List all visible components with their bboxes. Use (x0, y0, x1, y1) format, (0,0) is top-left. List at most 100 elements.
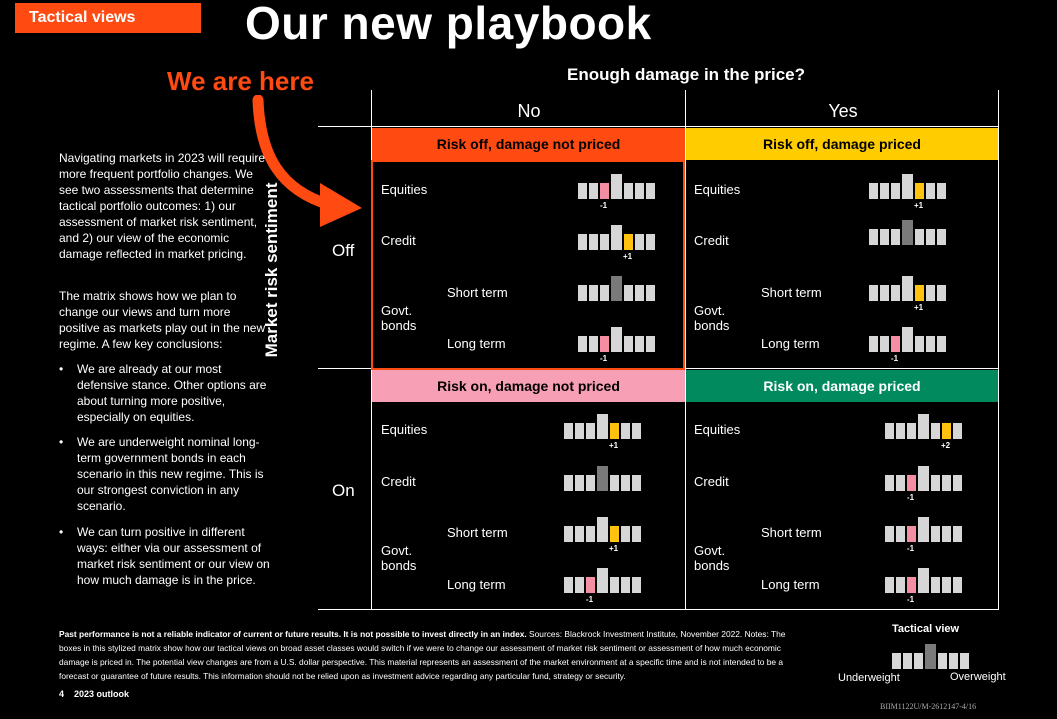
q2-long-label: Long term (761, 336, 820, 351)
gauge-box (575, 526, 584, 542)
page-number: 4 2023 outlook (59, 689, 129, 699)
tactical-gauge (869, 276, 946, 301)
bullet-text: We are underweight nominal long-term gov… (77, 435, 264, 513)
gauge-box (880, 229, 889, 245)
q4-equities-bars: +2 (885, 414, 962, 450)
gauge-box (586, 577, 595, 593)
q4-short-label: Short term (761, 525, 822, 540)
q1-credit-label: Credit (381, 233, 416, 248)
gauge-box (915, 183, 924, 199)
gauge-box (907, 526, 916, 542)
gauge-box (942, 577, 951, 593)
gauge-box (885, 475, 894, 491)
gauge-neutral-box (918, 517, 929, 542)
q3-long-bars: -1 (564, 568, 641, 604)
grid-line (998, 90, 999, 610)
q1-govt-label: Govt. bonds (381, 303, 417, 333)
gauge-box (564, 577, 573, 593)
gauge-box (632, 526, 641, 542)
tactical-gauge (869, 327, 946, 352)
tactical-gauge (578, 276, 655, 301)
tactical-gauge (564, 414, 641, 439)
gauge-neutral-box (611, 174, 622, 199)
gauge-box (869, 336, 878, 352)
quadrant-risk-on-not-priced: Risk on, damage not priced (372, 370, 685, 402)
gauge-value-label: -1 (586, 595, 594, 604)
q4-credit-bars: -1 (885, 466, 962, 502)
gauge-box (578, 234, 587, 250)
bullet-dot-icon: • (59, 435, 64, 449)
footnote: Past performance is not a reliable indic… (59, 627, 809, 683)
tactical-gauge (892, 644, 969, 669)
gauge-neutral-box (902, 276, 913, 301)
q4-credit-label: Credit (694, 474, 729, 489)
gauge-box (632, 577, 641, 593)
gauge-box (885, 423, 894, 439)
q3-credit-bars (564, 466, 641, 491)
gauge-box (937, 336, 946, 352)
gauge-box (926, 285, 935, 301)
gauge-box (646, 234, 655, 250)
gauge-box (891, 229, 900, 245)
gauge-box (937, 285, 946, 301)
gauge-box (635, 234, 644, 250)
gauge-box (610, 423, 619, 439)
bullet-item: • We are already at our most defensive s… (59, 361, 274, 427)
tactical-gauge (578, 327, 655, 352)
gauge-neutral-box (611, 225, 622, 250)
gauge-box (926, 336, 935, 352)
gauge-neutral-box (611, 276, 622, 301)
gauge-box (869, 229, 878, 245)
current-quadrant-highlight (371, 160, 685, 370)
tactical-gauge (578, 174, 655, 199)
gauge-box (953, 475, 962, 491)
gauge-box (891, 336, 900, 352)
gauge-box (600, 183, 609, 199)
gauge-box (621, 475, 630, 491)
gauge-box (589, 183, 598, 199)
gauge-value-label: -1 (907, 493, 915, 502)
gauge-box (885, 577, 894, 593)
gauge-box (564, 526, 573, 542)
gauge-box (624, 183, 633, 199)
gauge-box (896, 526, 905, 542)
gauge-box (624, 285, 633, 301)
quadrant-risk-on-priced: Risk on, damage priced (686, 370, 998, 402)
q4-long-bars: -1 (885, 568, 962, 604)
gauge-box (564, 423, 573, 439)
q3-long-label: Long term (447, 577, 506, 592)
q3-short-label: Short term (447, 525, 508, 540)
q1-short-label: Short term (447, 285, 508, 300)
gauge-box (646, 285, 655, 301)
gauge-neutral-box (918, 568, 929, 593)
row-off-label: Off (332, 241, 355, 260)
gauge-box (953, 423, 962, 439)
gauge-neutral-box (918, 466, 929, 491)
gauge-box (610, 526, 619, 542)
gauge-box (885, 526, 894, 542)
gauge-box (937, 183, 946, 199)
gauge-box (914, 653, 923, 669)
gauge-box (907, 475, 916, 491)
tactical-gauge (885, 568, 962, 593)
tactical-gauge (885, 466, 962, 491)
gauge-box (586, 423, 595, 439)
gauge-box (953, 526, 962, 542)
grid-line (685, 90, 686, 610)
gauge-neutral-box (902, 220, 913, 245)
gauge-box (635, 183, 644, 199)
q4-equities-label: Equities (694, 422, 741, 437)
gauge-box (575, 577, 584, 593)
col-no-label: No (517, 101, 541, 121)
quadrant-risk-off-not-priced: Risk off, damage not priced (372, 128, 685, 160)
gauge-box (578, 285, 587, 301)
gauge-box (931, 577, 940, 593)
legend-underweight: Underweight (838, 672, 900, 684)
tactical-gauge (885, 414, 962, 439)
legend-overweight: Overweight (950, 671, 1006, 683)
gauge-box (646, 336, 655, 352)
gauge-box (942, 526, 951, 542)
footnote-disclaimer: Past performance is not a reliable indic… (59, 629, 527, 639)
gauge-box (564, 475, 573, 491)
q3-govt-label: Govt. bonds (381, 543, 417, 573)
